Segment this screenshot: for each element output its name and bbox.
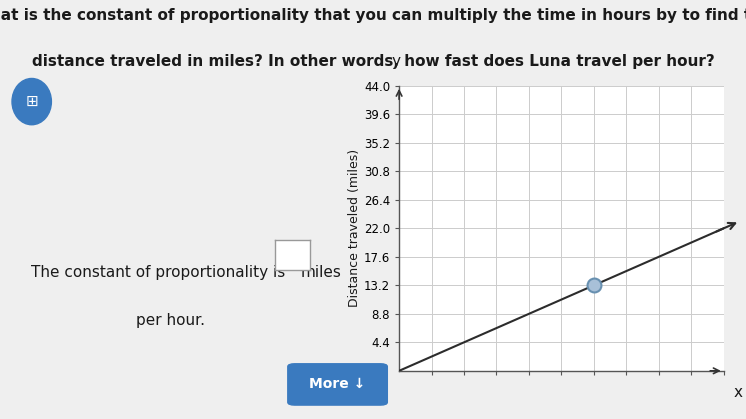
Text: per hour.: per hour.: [136, 313, 204, 328]
Circle shape: [12, 78, 51, 125]
Text: ⊞: ⊞: [25, 94, 38, 109]
Text: The constant of proportionality is: The constant of proportionality is: [31, 265, 285, 280]
Text: More ↓: More ↓: [310, 378, 366, 391]
Y-axis label: Distance traveled (miles): Distance traveled (miles): [348, 149, 361, 308]
Text: x: x: [733, 385, 742, 400]
Text: miles: miles: [301, 265, 342, 280]
Text: What is the constant of proportionality that you can multiply the time in hours : What is the constant of proportionality …: [0, 8, 746, 23]
Text: y: y: [392, 54, 401, 69]
Text: distance traveled in miles? In other words, how fast does Luna travel per hour?: distance traveled in miles? In other wor…: [31, 54, 715, 70]
FancyBboxPatch shape: [288, 364, 387, 405]
